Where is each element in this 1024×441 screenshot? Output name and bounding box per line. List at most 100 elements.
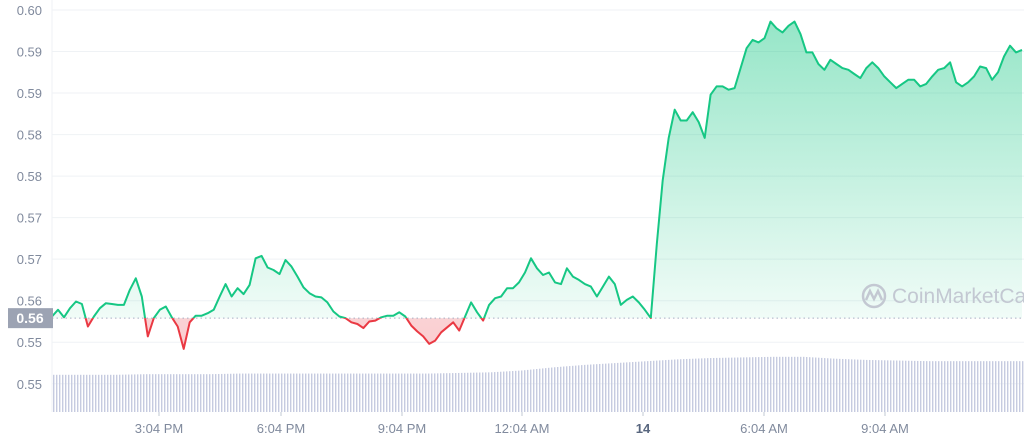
volume-bar	[689, 358, 691, 412]
volume-bar	[137, 374, 139, 412]
volume-bar	[425, 373, 427, 412]
volume-bar	[263, 373, 265, 412]
volume-bar	[566, 366, 568, 412]
volume-bar	[818, 357, 820, 412]
volume-bar	[149, 374, 151, 412]
volume-bar	[605, 363, 607, 412]
volume-bar	[68, 374, 70, 412]
volume-bar	[164, 374, 166, 412]
volume-bar	[641, 361, 643, 412]
volume-bar	[227, 373, 229, 412]
volume-bar	[1019, 361, 1021, 412]
volume-bar	[584, 364, 586, 412]
volume-bar	[107, 374, 109, 412]
volume-bar	[1016, 361, 1018, 412]
volume-bar	[284, 373, 286, 412]
volume-bar	[971, 361, 973, 412]
volume-bar	[698, 358, 700, 412]
volume-bar	[707, 358, 709, 412]
y-tick-label: 0.57	[17, 211, 42, 226]
volume-bar	[992, 361, 994, 412]
volume-bar	[404, 373, 406, 412]
volume-bar	[281, 373, 283, 412]
volume-bar	[527, 369, 529, 412]
volume-bar	[596, 364, 598, 412]
volume-bar	[275, 373, 277, 412]
volume-bar	[635, 361, 637, 412]
volume-bar	[602, 363, 604, 412]
volume-bar	[833, 358, 835, 412]
volume-bar	[572, 365, 574, 412]
volume-bar	[449, 373, 451, 412]
volume-bar	[452, 373, 454, 412]
volume-bar	[191, 374, 193, 412]
volume-bar	[323, 373, 325, 412]
volume-bar	[593, 364, 595, 412]
volume-bar	[119, 374, 121, 412]
volume-bar	[977, 361, 979, 412]
volume-bar	[962, 361, 964, 412]
volume-bar	[113, 374, 115, 412]
x-axis: 3:04 PM 6:04 PM 9:04 PM 12:04 AM 14 6:04 AM 9:…	[135, 412, 909, 436]
volume-bar	[56, 374, 58, 412]
volume-bar	[815, 357, 817, 412]
y-tick-label: 0.56	[17, 294, 42, 309]
volume-bar	[428, 373, 430, 412]
volume-bar	[974, 361, 976, 412]
y-tick-label: 0.58	[17, 128, 42, 143]
volume-bar	[374, 373, 376, 412]
volume-bar	[638, 361, 640, 412]
volume-bar	[269, 373, 271, 412]
volume-bar	[161, 374, 163, 412]
current-price-label: 0.56	[8, 308, 53, 329]
volume-bar	[803, 356, 805, 412]
volume-bar	[1004, 361, 1006, 412]
area-below-reference	[52, 318, 1022, 349]
volume-bar	[419, 373, 421, 412]
x-tick-label: 14	[636, 421, 651, 436]
volume-bar	[851, 359, 853, 412]
volume-bar	[506, 371, 508, 412]
volume-bar	[845, 359, 847, 412]
volume-bar	[608, 363, 610, 412]
volume-bar	[785, 356, 787, 412]
volume-bar	[71, 374, 73, 412]
volume-bar	[392, 373, 394, 412]
volume-bar	[872, 360, 874, 412]
volume-bar	[626, 362, 628, 412]
volume-bar	[380, 373, 382, 412]
volume-bar	[800, 356, 802, 412]
volume-bar	[467, 372, 469, 412]
volume-bar	[599, 363, 601, 412]
volume-bar	[524, 370, 526, 412]
volume-bar	[83, 374, 85, 412]
volume-bar	[623, 362, 625, 412]
volume-bar	[251, 373, 253, 412]
volume-bar	[578, 365, 580, 412]
volume-bar	[749, 357, 751, 412]
volume-bar	[509, 371, 511, 412]
volume-bar	[200, 374, 202, 412]
volume-bar	[779, 356, 781, 412]
volume-bar	[968, 361, 970, 412]
volume-bar	[716, 357, 718, 412]
volume-bar	[710, 358, 712, 412]
volume-bar	[551, 367, 553, 412]
volume-bar	[830, 358, 832, 412]
volume-bar	[569, 366, 571, 412]
volume-bar	[938, 361, 940, 412]
volume-bar	[947, 361, 949, 412]
volume-bar	[389, 373, 391, 412]
volume-bar	[923, 361, 925, 412]
volume-bar	[176, 374, 178, 412]
volume-bar	[677, 359, 679, 412]
volume-bar	[311, 373, 313, 412]
volume-bar	[89, 374, 91, 412]
volume-bar	[74, 374, 76, 412]
volume-bar	[839, 358, 841, 412]
volume-bar	[530, 369, 532, 412]
volume-bars	[53, 356, 1024, 412]
volume-bar	[941, 361, 943, 412]
volume-bar	[257, 373, 259, 412]
volume-bar	[212, 374, 214, 412]
